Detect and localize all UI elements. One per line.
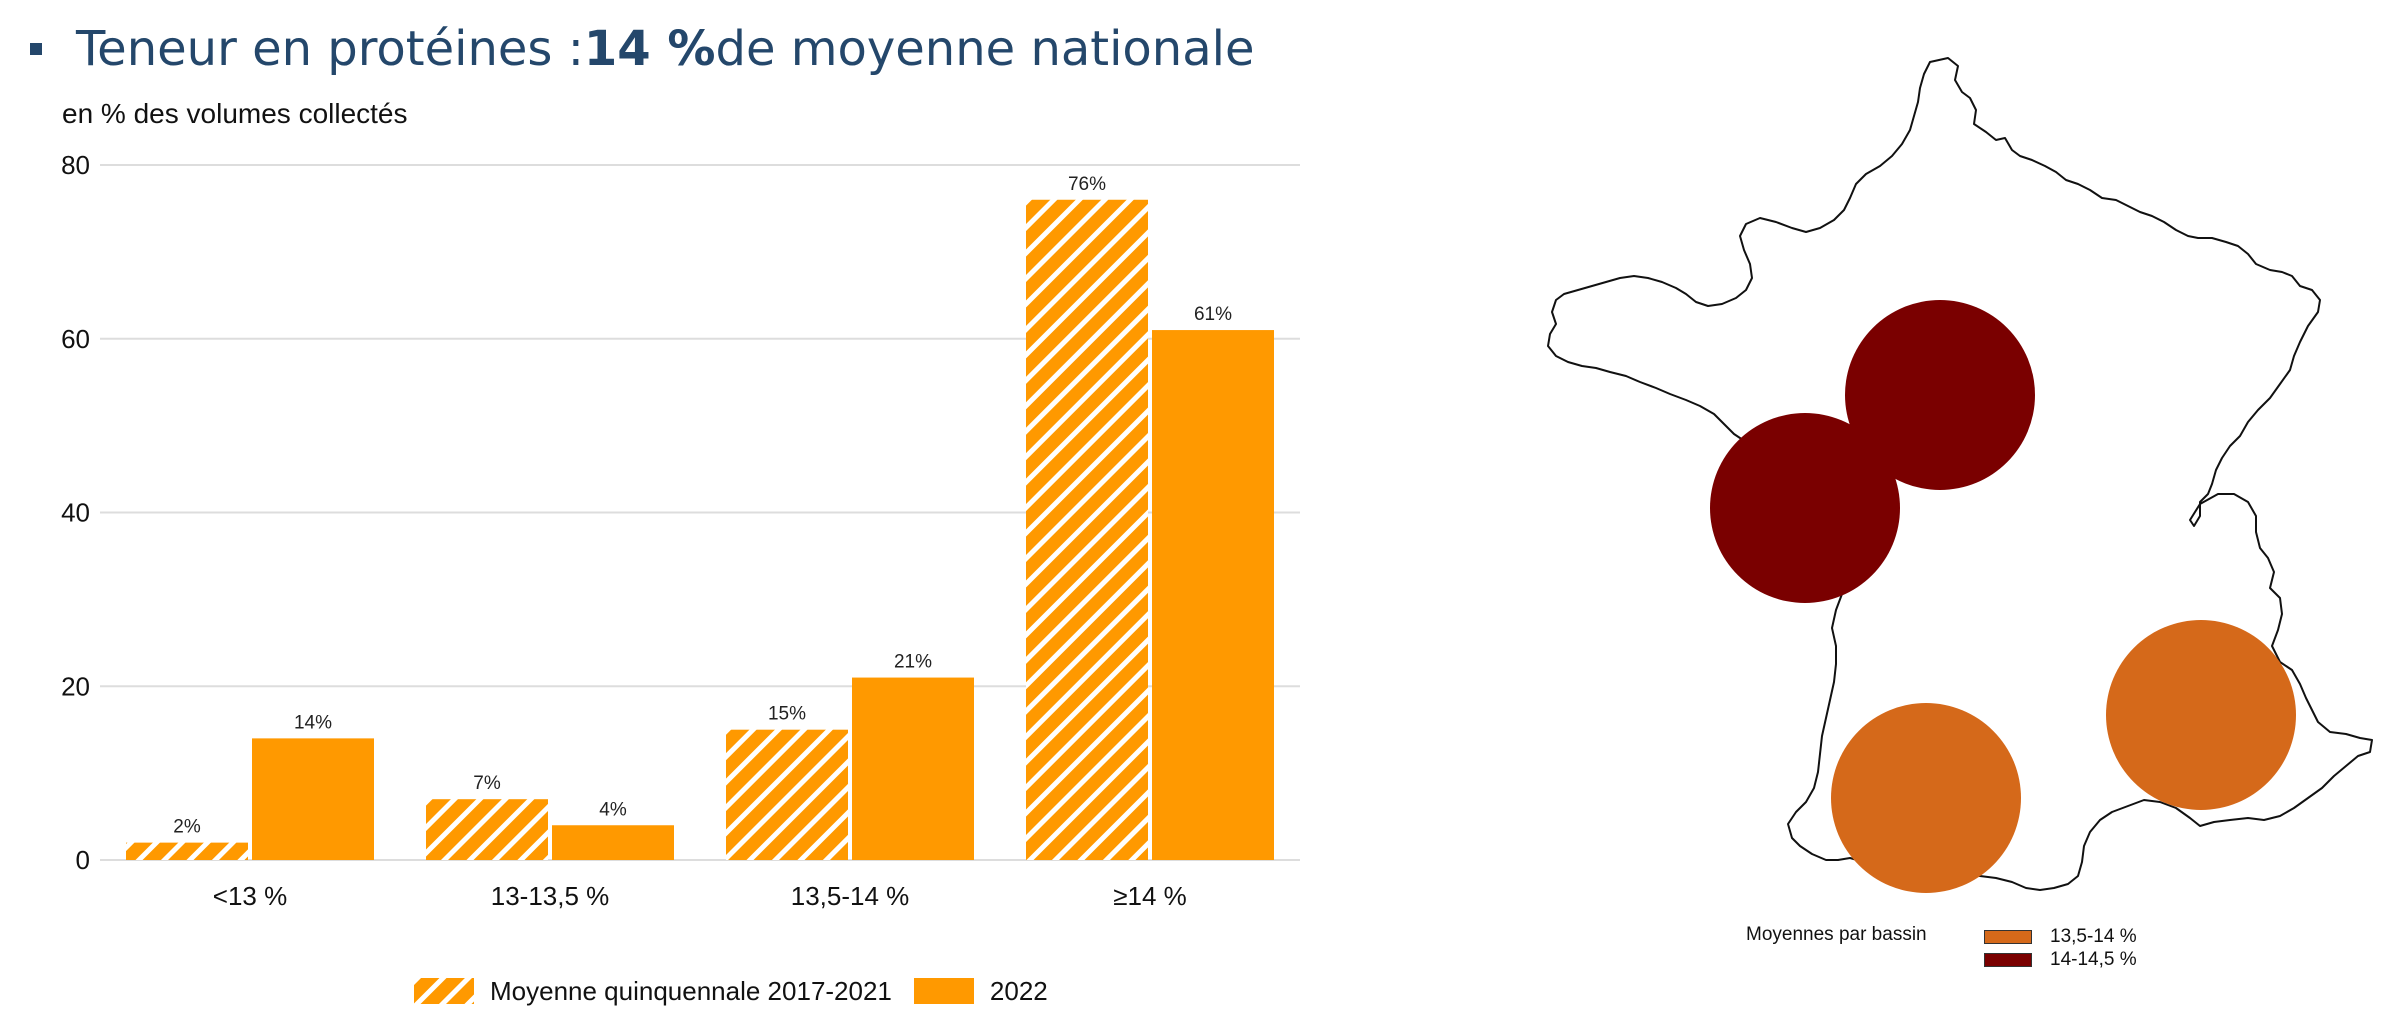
- bar-2022: [552, 825, 674, 860]
- headline-value: 14 %: [583, 21, 716, 77]
- headline-prefix: Teneur en protéines :: [76, 21, 584, 77]
- basin-circle-south-west: [1831, 703, 2021, 893]
- legend-label-average: Moyenne quinquennale 2017-2021: [490, 975, 892, 1006]
- map-legend-swatch-high: [1984, 953, 2032, 967]
- basin-circle-south-east: [2106, 620, 2296, 810]
- basin-circle-north-west-centre: [1845, 300, 2035, 490]
- hatched-swatch: [414, 978, 474, 1004]
- data-label: 21%: [894, 652, 932, 673]
- map-legend-swatch-low: [1984, 930, 2032, 944]
- bar-average: [426, 799, 548, 860]
- x-tick-label: ≥14 %: [1113, 881, 1187, 911]
- bar-average: [1026, 199, 1148, 860]
- y-tick-label: 80: [61, 150, 90, 180]
- chart-legend: Moyenne quinquennale 2017-2021 2022: [414, 974, 1070, 1008]
- y-tick-label: 60: [61, 324, 90, 354]
- bar-average: [126, 842, 248, 860]
- x-tick-label: 13-13,5 %: [491, 881, 610, 911]
- data-label: 76%: [1068, 174, 1106, 195]
- map-legend-title: Moyennes par bassin: [1746, 924, 1927, 945]
- map-legend-entry-low: 13,5-14 %: [1984, 926, 2137, 948]
- x-tick-label: <13 %: [213, 881, 287, 911]
- data-label: 14%: [294, 712, 332, 733]
- y-tick-label: 0: [76, 845, 90, 875]
- y-axis-unit-label: en % des volumes collectés: [62, 98, 408, 129]
- data-label: 7%: [473, 773, 501, 794]
- map-legend-label-high: 14-14,5 %: [2050, 949, 2137, 970]
- map-legend-entry-high: 14-14,5 %: [1984, 949, 2137, 971]
- data-label: 4%: [599, 799, 627, 820]
- bar-2022: [852, 677, 974, 860]
- map-legend-label-low: 13,5-14 %: [2050, 926, 2137, 947]
- data-label: 2%: [173, 817, 201, 838]
- france-outline: [1547, 57, 2373, 891]
- legend-item-2022: 2022: [913, 975, 1048, 1007]
- data-label: 15%: [768, 704, 806, 725]
- protein-distribution-bar-chart: 0 20 40 60 80 <13 % 2% 14% 13-13,5 % 7% 4% 13,5-14 …: [61, 150, 1300, 911]
- legend-item-average: Moyenne quinquennale 2017-2021: [414, 976, 892, 1007]
- france-map: [1547, 57, 2373, 893]
- bar-average: [726, 729, 848, 860]
- headline-suffix: de moyenne nationale: [715, 21, 1255, 77]
- x-tick-label: 13,5-14 %: [791, 881, 910, 911]
- legend-label-2022: 2022: [989, 975, 1048, 1006]
- bar-2022: [1152, 330, 1274, 860]
- data-label: 61%: [1194, 304, 1232, 325]
- y-tick-label: 20: [61, 671, 90, 701]
- basin-circle-west: [1710, 413, 1900, 603]
- solid-swatch: [913, 978, 974, 1004]
- y-tick-label: 40: [61, 498, 90, 528]
- bar-2022: [252, 738, 374, 860]
- page-headline: Teneur en protéines : 14 % de moyenne na…: [30, 14, 1255, 84]
- bullet-icon: [30, 43, 42, 55]
